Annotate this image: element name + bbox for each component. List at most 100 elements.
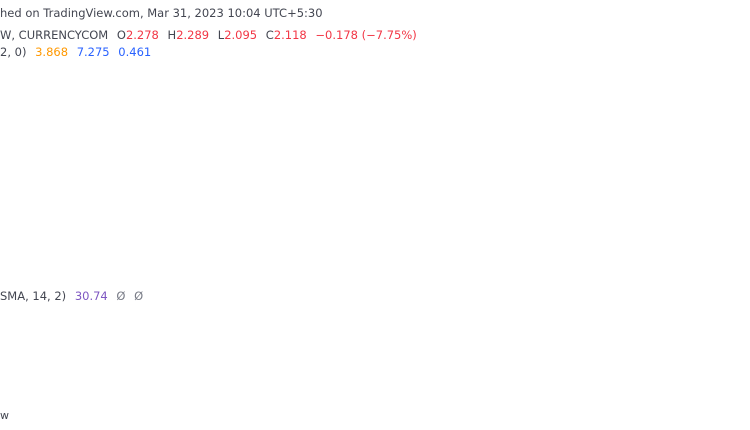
low-value: 2.095 xyxy=(224,28,258,42)
candle-body xyxy=(636,215,642,220)
candle-body xyxy=(195,161,201,172)
candle-body xyxy=(8,219,14,222)
candle-body xyxy=(355,117,361,132)
bollinger-legend: 2, 0) 3.868 7.275 0.461 xyxy=(0,45,151,59)
candle-body xyxy=(616,213,622,216)
candle-body xyxy=(449,58,455,71)
candle-body xyxy=(161,186,167,193)
candle-body xyxy=(275,131,281,143)
open-label: O xyxy=(116,28,126,42)
candle-body xyxy=(589,184,595,195)
candle-body xyxy=(529,125,535,141)
rsi-value: 30.74 xyxy=(74,289,108,303)
candle-body xyxy=(21,219,27,224)
candle-body xyxy=(502,106,508,111)
candle-body xyxy=(262,114,268,136)
candle-body xyxy=(141,198,147,201)
candle-body xyxy=(642,219,648,222)
candle-body xyxy=(576,142,582,164)
candles xyxy=(1,38,655,234)
candle-body xyxy=(135,200,141,206)
high-label: H xyxy=(167,28,177,42)
candle-body xyxy=(362,123,368,132)
candle-body xyxy=(241,119,247,124)
candle-body xyxy=(455,50,461,59)
price-legend: W, CURRENCYCOM O2.278 H2.289 L2.095 C2.1… xyxy=(0,28,417,42)
candle-body xyxy=(415,52,421,57)
candle-body xyxy=(462,50,468,53)
candle-body xyxy=(221,123,227,136)
candle-body xyxy=(201,152,207,162)
candle-body xyxy=(409,52,415,61)
bb-params[interactable]: 2, 0) xyxy=(0,45,27,59)
divergence-box[interactable] xyxy=(569,348,686,373)
candle-body xyxy=(88,213,94,218)
candle-body xyxy=(41,219,47,222)
rsi-params[interactable]: SMA, 14, 2) xyxy=(0,289,67,303)
candle-body xyxy=(395,54,401,76)
candle-body xyxy=(649,221,655,226)
candle-body xyxy=(235,114,241,120)
candle-body xyxy=(208,144,214,153)
candle-body xyxy=(629,215,635,218)
candle-body xyxy=(422,56,428,80)
rsi-extra-1: Ø xyxy=(116,289,126,303)
candle-body xyxy=(555,96,561,111)
x-tick-label: Jul xyxy=(443,384,457,396)
candle-body xyxy=(569,121,575,143)
candle-body xyxy=(228,114,234,124)
bb-lower-value: 0.461 xyxy=(118,45,152,59)
x-tick-label: Oct xyxy=(225,384,243,396)
candle-body xyxy=(328,146,334,155)
candle-body xyxy=(368,104,374,124)
candle-body xyxy=(482,81,488,84)
brand-text: w xyxy=(0,409,9,422)
candle-body xyxy=(28,217,34,220)
low-label: L xyxy=(217,28,225,42)
x-tick-label: Apr xyxy=(647,384,666,396)
candle-body xyxy=(95,215,101,218)
x-tick-label: 2021 xyxy=(9,384,36,396)
candle-body xyxy=(435,85,441,101)
x-tick-label: 2023 xyxy=(577,384,604,396)
high-value: 2.289 xyxy=(176,28,210,42)
x-tick-label: Oct xyxy=(509,384,527,396)
candle-body xyxy=(509,110,515,113)
candle-body xyxy=(268,135,274,143)
candle-body xyxy=(549,96,555,105)
rsi-trendline[interactable] xyxy=(606,363,669,372)
bb-upper-value: 7.275 xyxy=(76,45,110,59)
symbol-label[interactable]: W, CURRENCYCOM xyxy=(0,28,109,42)
candle-body xyxy=(48,217,54,220)
brand-label: w xyxy=(0,409,9,422)
candle-body xyxy=(322,150,328,155)
candle-body xyxy=(562,110,568,122)
candle-body xyxy=(489,81,495,97)
x-tick-label: Apr xyxy=(369,384,388,396)
grid xyxy=(0,30,750,377)
candle-body xyxy=(495,96,501,107)
candle-body xyxy=(108,213,114,216)
candle-body xyxy=(295,171,301,174)
x-tick-label: Apr xyxy=(84,384,103,396)
candle-body xyxy=(582,163,588,185)
candle-body xyxy=(596,194,602,201)
volatility-divergence-label[interactable]: Volatility Divergence xyxy=(459,242,624,261)
close-label: C xyxy=(265,28,274,42)
candle-body xyxy=(61,215,67,220)
candle-body xyxy=(175,173,181,180)
candle-body xyxy=(602,200,608,210)
bb-basis-value: 3.868 xyxy=(35,45,69,59)
candle-body xyxy=(442,70,448,86)
candle-body xyxy=(34,217,40,222)
candle-body xyxy=(121,207,127,212)
published-text: hed on TradingView.com, Mar 31, 2023 10:… xyxy=(0,6,323,20)
candle-body xyxy=(402,60,408,76)
candle-body xyxy=(14,219,20,224)
candle-body xyxy=(315,150,321,164)
candle-body xyxy=(255,114,261,118)
rsi-band xyxy=(0,322,750,352)
candle-body xyxy=(342,129,348,141)
candle-body xyxy=(515,112,521,126)
